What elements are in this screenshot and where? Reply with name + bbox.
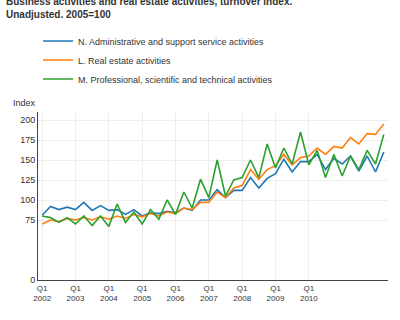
svg-text:0: 0 [30, 275, 35, 285]
svg-text:125: 125 [20, 175, 35, 185]
svg-text:Q12006: Q12006 [167, 284, 185, 303]
svg-text:Q12008: Q12008 [233, 284, 251, 303]
svg-text:L. Real estate activities: L. Real estate activities [78, 56, 171, 66]
svg-text:Q12004: Q12004 [100, 284, 118, 303]
svg-text:Business activities and real e: Business activities and real estate acti… [6, 0, 292, 20]
svg-text:Q12010: Q12010 [300, 284, 318, 303]
svg-text:75: 75 [25, 215, 35, 225]
svg-text:N. Administrative and support: N. Administrative and support service ac… [78, 37, 264, 47]
svg-text:Q12009: Q12009 [267, 284, 285, 303]
svg-text:150: 150 [20, 155, 35, 165]
svg-text:Q12002: Q12002 [33, 284, 51, 303]
svg-text:100: 100 [20, 195, 35, 205]
svg-text:Q12005: Q12005 [133, 284, 151, 303]
svg-text:175: 175 [20, 135, 35, 145]
svg-text:Q12003: Q12003 [67, 284, 85, 303]
svg-text:Q12007: Q12007 [200, 284, 218, 303]
svg-text:M. Professional, scientific an: M. Professional, scientific and technica… [78, 75, 273, 85]
svg-text:200: 200 [20, 115, 35, 125]
svg-text:Index: Index [13, 98, 36, 108]
